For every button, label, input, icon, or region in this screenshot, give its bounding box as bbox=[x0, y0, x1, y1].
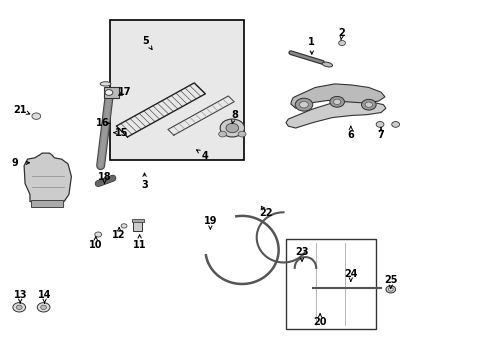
Circle shape bbox=[333, 99, 340, 104]
Polygon shape bbox=[285, 100, 385, 128]
Text: 25: 25 bbox=[383, 275, 397, 285]
Text: 18: 18 bbox=[98, 172, 111, 182]
Circle shape bbox=[338, 41, 345, 45]
Text: 4: 4 bbox=[202, 150, 208, 161]
Circle shape bbox=[238, 131, 245, 137]
Bar bbox=[31, 201, 62, 207]
Circle shape bbox=[41, 305, 46, 310]
Circle shape bbox=[387, 288, 392, 291]
Circle shape bbox=[218, 131, 226, 137]
Circle shape bbox=[365, 102, 372, 107]
Text: 8: 8 bbox=[231, 111, 238, 121]
Text: 24: 24 bbox=[344, 269, 357, 279]
Circle shape bbox=[225, 123, 238, 133]
Circle shape bbox=[375, 122, 383, 127]
Bar bbox=[133, 220, 142, 231]
Circle shape bbox=[295, 98, 312, 111]
Text: 9: 9 bbox=[12, 158, 19, 168]
Text: 20: 20 bbox=[313, 317, 326, 327]
Text: 17: 17 bbox=[118, 87, 131, 97]
Text: 22: 22 bbox=[259, 208, 273, 218]
Text: 16: 16 bbox=[96, 118, 110, 128]
Polygon shape bbox=[290, 84, 384, 108]
Text: 11: 11 bbox=[133, 240, 146, 250]
Text: 21: 21 bbox=[14, 105, 27, 115]
Text: 15: 15 bbox=[115, 128, 128, 138]
Text: 14: 14 bbox=[38, 291, 51, 301]
Bar bbox=[110, 21, 244, 160]
Circle shape bbox=[220, 119, 244, 137]
Circle shape bbox=[37, 303, 50, 312]
Circle shape bbox=[299, 102, 308, 108]
Text: 6: 6 bbox=[346, 130, 353, 140]
Circle shape bbox=[16, 305, 22, 310]
Text: 12: 12 bbox=[112, 230, 126, 239]
Text: 5: 5 bbox=[142, 36, 149, 46]
Circle shape bbox=[32, 113, 41, 120]
Circle shape bbox=[385, 286, 395, 293]
Ellipse shape bbox=[100, 82, 111, 86]
Text: 3: 3 bbox=[141, 180, 147, 190]
Polygon shape bbox=[24, 153, 71, 202]
Text: 1: 1 bbox=[308, 37, 315, 47]
Bar bbox=[132, 219, 143, 222]
Text: 19: 19 bbox=[203, 216, 217, 226]
Circle shape bbox=[105, 90, 113, 95]
Circle shape bbox=[13, 303, 25, 312]
Ellipse shape bbox=[322, 62, 332, 67]
Bar bbox=[285, 239, 375, 329]
Text: 10: 10 bbox=[89, 240, 102, 250]
Text: 23: 23 bbox=[295, 247, 308, 257]
Circle shape bbox=[391, 122, 399, 127]
Circle shape bbox=[95, 232, 102, 237]
Text: 13: 13 bbox=[14, 291, 27, 301]
Circle shape bbox=[329, 96, 344, 107]
Circle shape bbox=[121, 224, 127, 228]
Text: 2: 2 bbox=[338, 28, 345, 38]
Circle shape bbox=[361, 99, 375, 110]
Bar bbox=[104, 87, 119, 98]
Text: 7: 7 bbox=[377, 130, 384, 140]
